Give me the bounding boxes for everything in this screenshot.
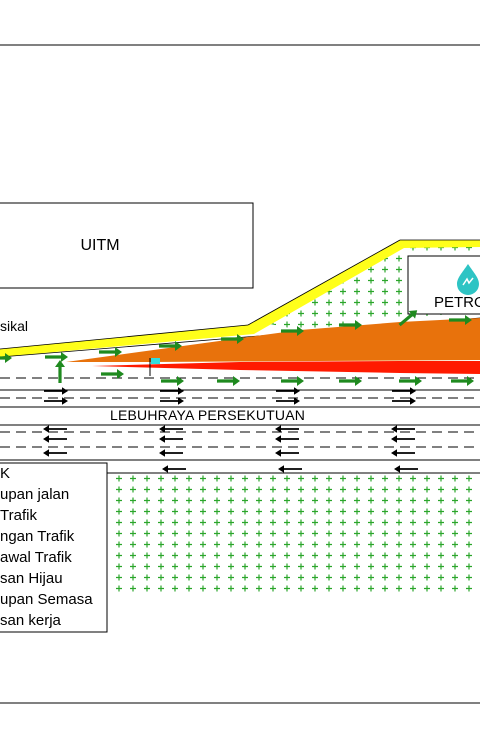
droplet-mark	[462, 277, 474, 286]
arrow-icon	[162, 465, 186, 473]
arrow-icon	[55, 360, 65, 383]
arrow-icon	[159, 449, 183, 457]
legend-item: K	[0, 465, 11, 482]
arrow-icon	[391, 435, 415, 443]
arrow-icon	[391, 449, 415, 457]
legend-box	[0, 462, 108, 633]
arrow-icon	[45, 352, 68, 362]
arrow-icon	[44, 387, 68, 395]
building-label: UITM	[80, 237, 120, 254]
arrow-icon	[159, 435, 183, 443]
arrow-icon	[160, 387, 184, 395]
yellow-shoulder	[0, 240, 480, 357]
arrow-icon	[43, 435, 67, 443]
road-label: LEBUHRAYA PERSEKUTUAN	[110, 407, 306, 423]
green-area-bottom	[108, 475, 480, 595]
arrow-icon	[278, 465, 302, 473]
flag-icon	[151, 358, 160, 364]
arrow-icon	[275, 435, 299, 443]
station-label: PETRO	[434, 294, 480, 311]
red-work-zone	[92, 361, 480, 374]
legend-item: san kerja	[0, 612, 61, 629]
arrow-icon	[43, 449, 67, 457]
left-road-label: sikal	[0, 318, 29, 334]
arrow-icon	[275, 449, 299, 457]
uitm-building	[0, 202, 254, 289]
legend-item: upan jalan	[0, 486, 70, 503]
legend-item: san Hijau	[0, 570, 63, 587]
slip-road-edge	[247, 239, 401, 326]
arrow-icon	[394, 465, 418, 473]
orange-work-zone	[66, 318, 480, 362]
legend-item: Trafik	[0, 507, 37, 524]
arrow-icon	[276, 387, 300, 395]
legend-item: upan Semasa	[0, 591, 93, 608]
left-road-edge	[0, 324, 249, 350]
legend-item: ngan Trafik	[0, 528, 75, 545]
arrow-icon	[392, 387, 416, 395]
legend-item: awal Trafik	[0, 549, 72, 566]
